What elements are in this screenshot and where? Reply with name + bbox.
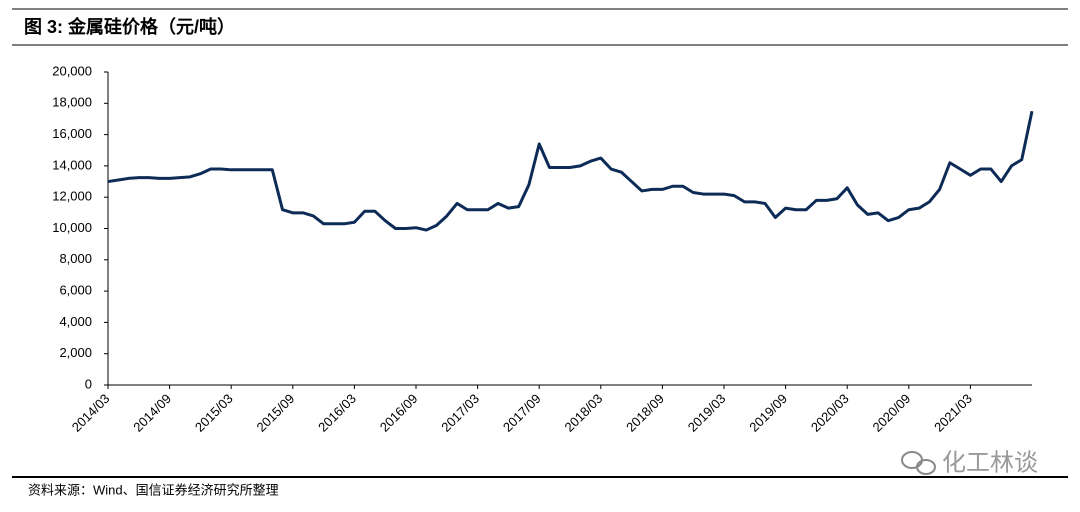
x-tick-label: 2019/03 bbox=[685, 391, 729, 435]
x-tick-label: 2020/09 bbox=[870, 391, 914, 435]
y-tick-label: 20,000 bbox=[52, 63, 92, 78]
y-tick-label: 14,000 bbox=[52, 157, 92, 172]
y-tick-label: 6,000 bbox=[59, 283, 92, 298]
chart-title: 图 3: 金属硅价格（元/吨） bbox=[24, 16, 235, 37]
y-tick-label: 18,000 bbox=[52, 95, 92, 110]
y-tick-label: 2,000 bbox=[59, 345, 92, 360]
x-tick-label: 2014/09 bbox=[130, 391, 174, 435]
x-tick-label: 2019/09 bbox=[746, 391, 790, 435]
x-tick-label: 2018/09 bbox=[623, 391, 667, 435]
y-tick-label: 8,000 bbox=[59, 251, 92, 266]
x-tick-label: 2014/03 bbox=[69, 391, 113, 435]
x-tick-label: 2018/03 bbox=[562, 391, 606, 435]
x-tick-label: 2017/03 bbox=[438, 391, 482, 435]
watermark: 化工林谈 bbox=[942, 449, 1038, 476]
line-series bbox=[107, 110, 1034, 232]
x-tick-label: 2020/03 bbox=[808, 391, 852, 435]
y-tick-label: 0 bbox=[85, 376, 92, 391]
x-tick-label: 2015/03 bbox=[192, 391, 236, 435]
x-tick-label: 2016/03 bbox=[315, 391, 359, 435]
y-tick-label: 16,000 bbox=[52, 126, 92, 141]
x-tick-label: 2016/09 bbox=[377, 391, 421, 435]
y-tick-label: 12,000 bbox=[52, 189, 92, 204]
watermark-icon bbox=[901, 451, 936, 475]
x-tick-label: 2015/09 bbox=[254, 391, 298, 435]
x-tick-label: 2021/03 bbox=[931, 391, 975, 435]
x-tick-label: 2017/09 bbox=[500, 391, 544, 435]
y-tick-label: 4,000 bbox=[59, 314, 92, 329]
y-tick-label: 10,000 bbox=[52, 220, 92, 235]
source: 资料来源：Wind、国信证券经济研究所整理 bbox=[28, 482, 279, 497]
